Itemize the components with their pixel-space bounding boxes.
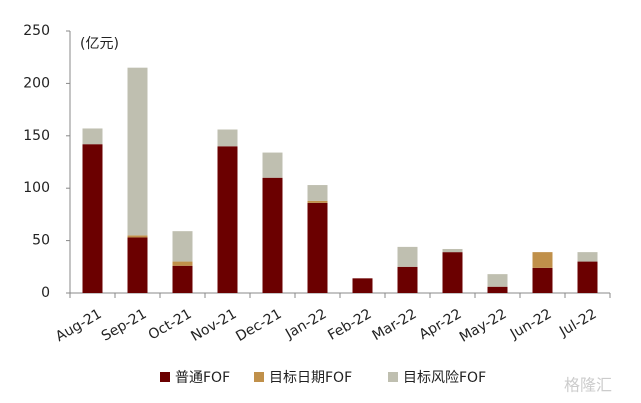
bar-segment (577, 252, 598, 262)
bar-segment (82, 144, 103, 293)
bar-segment (82, 128, 103, 145)
bar-segment (127, 237, 148, 293)
bar-segment (352, 278, 373, 293)
y-axis-label: (亿元) (80, 36, 119, 52)
x-tick-label: Oct-21 (146, 306, 195, 343)
x-tick-label: Jun-22 (507, 306, 555, 343)
bar-segment (397, 246, 418, 267)
bar-segment (307, 202, 328, 293)
legend-swatch (388, 372, 398, 382)
bar-segment (127, 235, 148, 238)
x-tick-label: Jan-22 (282, 306, 329, 343)
x-tick-label: Feb-22 (325, 306, 374, 344)
legend-swatch (160, 372, 170, 382)
y-tick-label: 150 (23, 128, 50, 144)
bar-segment (442, 248, 463, 253)
legend-label: 普通FOF (175, 370, 230, 386)
x-tick-label: Aug-21 (53, 306, 104, 345)
bar-segment (172, 231, 193, 262)
x-tick-label: May-22 (457, 306, 510, 346)
y-tick-label: 200 (23, 75, 50, 91)
bar-segment (127, 67, 148, 236)
bar-segment (442, 252, 463, 293)
bar-segment (217, 129, 238, 147)
y-tick-label: 100 (23, 180, 50, 196)
legend-label: 目标日期FOF (269, 370, 352, 386)
bar-segment (262, 152, 283, 178)
bar-segment (532, 267, 553, 293)
watermark: 格隆汇 (564, 376, 612, 395)
bar-segment (172, 265, 193, 293)
x-tick-label: Nov-21 (188, 306, 239, 345)
y-tick-label: 250 (23, 23, 50, 39)
bar-segment (487, 286, 508, 293)
bar-segment (217, 146, 238, 293)
legend-label: 目标风险FOF (403, 370, 486, 386)
x-tick-label: Jul-22 (556, 306, 599, 340)
x-tick-label: Mar-22 (370, 306, 420, 344)
bar-segment (172, 261, 193, 266)
bar-segment (577, 261, 598, 293)
legend-swatch (254, 372, 264, 382)
y-tick-label: 0 (41, 285, 50, 301)
y-tick-label: 50 (32, 233, 50, 249)
x-tick-label: Dec-21 (233, 306, 284, 345)
bar-segment (307, 200, 328, 203)
bar-segment (262, 177, 283, 293)
x-tick-label: Apr-22 (416, 306, 464, 343)
bar-segment (397, 266, 418, 293)
bar-segment (307, 185, 328, 201)
x-tick-label: Sep-21 (99, 306, 150, 344)
bar-segment (532, 252, 553, 268)
bar-segment (487, 274, 508, 287)
